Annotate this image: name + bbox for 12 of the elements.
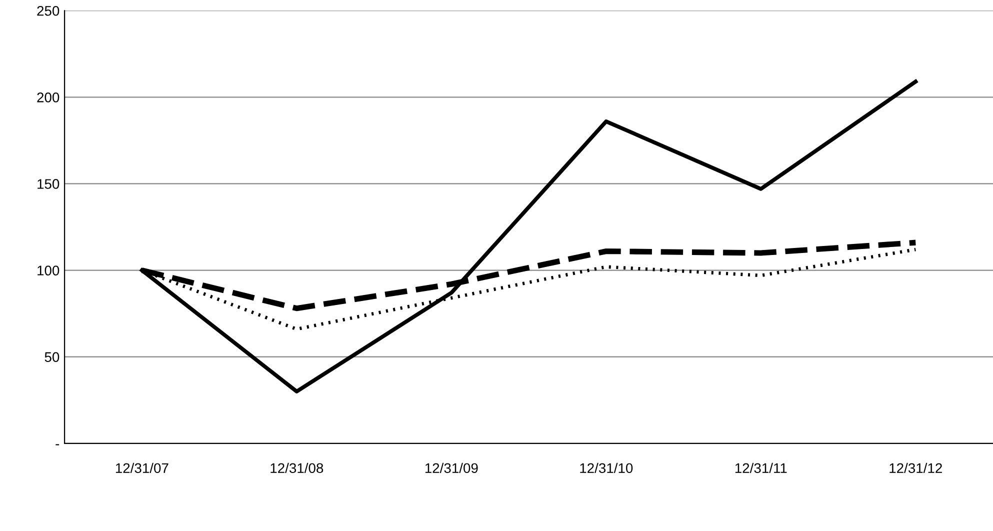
- x-tick-label: 12/31/08: [270, 462, 324, 474]
- y-tick-label: 200: [37, 92, 60, 102]
- x-tick-label: 12/31/10: [580, 462, 633, 474]
- x-tick-label: 12/31/07: [116, 462, 168, 474]
- y-tick-label: -: [56, 444, 60, 446]
- y-tick-label: 150: [38, 179, 60, 189]
- x-tick-label: 12/31/09: [425, 462, 478, 474]
- y-tick-label: 50: [44, 352, 60, 362]
- x-tick-label: 12/31/12: [890, 462, 942, 474]
- x-tick-label: 12/31/11: [735, 462, 787, 474]
- y-tick-label: 250: [37, 6, 60, 16]
- y-tick-label: 100: [38, 266, 60, 276]
